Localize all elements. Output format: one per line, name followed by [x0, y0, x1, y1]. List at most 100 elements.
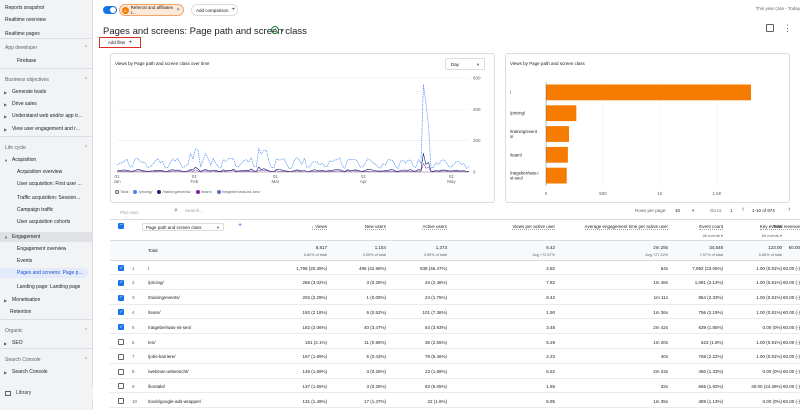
collapse-icon[interactable]: ⌃ [83, 145, 88, 151]
legend-item[interactable]: /training/events/ [157, 189, 191, 194]
table-row[interactable]: 7/jobs-karriere/167 (1.89%) 5 (0.43%) 78 (… [110, 351, 800, 364]
column-header[interactable]: Views per active user [512, 224, 555, 230]
sidebar-item-acquisition[interactable]: ▼ Acquisition [0, 155, 92, 165]
collapse-icon[interactable]: ⌃ [83, 77, 88, 83]
sidebar-item-generate-leads[interactable]: ▶ Generate leads [0, 87, 92, 97]
plot-rows-button[interactable]: Plot rows [120, 209, 139, 215]
bar[interactable] [546, 146, 568, 163]
row-checkbox[interactable] [118, 265, 124, 271]
collapse-icon[interactable]: ⌃ [83, 357, 88, 363]
sidebar-item-drive-sales[interactable]: ▶ Drive sales [0, 99, 92, 109]
collapse-icon[interactable]: ⌃ [83, 328, 88, 334]
add-dimension-button[interactable]: + [238, 222, 243, 229]
sidebar-item-acquisition-overview[interactable]: Acquisition overview [0, 167, 92, 177]
segment-chip[interactable]: A Referral and affiliates t... ✕ [119, 4, 184, 16]
chevron-down-icon[interactable]: ▾ [281, 28, 285, 34]
table-row[interactable]: 6/en/181 (2.1%) 11 (0.95%) 35 (2.55%) 5.29 1… [110, 336, 800, 349]
table-row[interactable]: 5/ratgeber/was-ist-seo/182 (2.06%) 40 (3.… [110, 321, 800, 335]
column-header[interactable]: Key events [759, 224, 782, 230]
close-icon[interactable]: ✕ [176, 7, 180, 12]
sidebar-item-pages-and-screens-page-p[interactable]: Pages and screens: Page p... [0, 268, 88, 278]
row-checkbox[interactable] [118, 324, 124, 331]
chevron-down-icon[interactable]: ▾ [692, 208, 695, 213]
page-path-cell: /jobs-karriere/ [148, 354, 176, 360]
row-checkbox[interactable] [118, 368, 124, 375]
sidebar-item-landing-page-landing-page[interactable]: Landing page: Landing page [0, 282, 92, 292]
caret-right-icon: ▶ [4, 101, 8, 107]
row-checkbox[interactable] [118, 309, 124, 316]
metric-cell: 22 (1.6%) [427, 398, 447, 404]
sidebar-item-retention[interactable]: Retention [0, 307, 92, 317]
table-row[interactable]: 10/tools/google-ads-wrapper/131 (1.49%) 1… [110, 395, 800, 409]
share-icon[interactable]: ⋮ [783, 23, 792, 33]
row-checkbox[interactable] [118, 339, 124, 345]
row-number: 2 [132, 280, 135, 286]
event-filter-select[interactable]: All events ▾ [761, 233, 782, 238]
granularity-select[interactable]: Day ▼ [445, 58, 485, 70]
sidebar-item-understand-web-and-or-app-tr[interactable]: ▶ Understand web and/or app tr... [0, 111, 92, 121]
row-number: 6 [132, 339, 135, 345]
sidebar-item-firebase[interactable]: Firebase [0, 56, 92, 66]
collapse-icon[interactable]: ⌃ [83, 45, 88, 51]
row-checkbox[interactable] [118, 383, 124, 390]
metric-cell: 6.52 [546, 369, 555, 375]
legend-item[interactable]: /team/ [195, 189, 212, 194]
sidebar-item-events[interactable]: Events [0, 256, 92, 266]
sidebar-item-seo[interactable]: ▶ SEO [0, 338, 92, 348]
table-row[interactable]: 4/team/192 (2.18%) 6 (0.52%) 101 (7.36%) 1.… [110, 306, 800, 320]
sidebar-item-reports-snapshot[interactable]: Reports snapshot [0, 3, 92, 13]
sidebar-item-view-user-engagement-and-r[interactable]: ▶ View user engagement and r... [0, 124, 92, 134]
sidebar-item-user-acquisition-first-user[interactable]: User acquisition: First user ... [0, 179, 92, 189]
add-comparison-button[interactable]: Add comparison + [191, 4, 238, 16]
column-header[interactable]: Total revenue [772, 224, 800, 230]
column-header[interactable]: ↓ Views [311, 224, 327, 230]
chevron-right-icon[interactable]: › [788, 206, 791, 213]
goto-input[interactable]: 1 [730, 208, 733, 213]
sidebar-item-realtime-pages[interactable]: Realtime pages [0, 29, 92, 39]
date-range-picker[interactable]: This year (Jan - Today [755, 6, 800, 11]
sidebar-item-engagement[interactable]: ▼ Engagement [0, 232, 92, 242]
column-header[interactable]: Event count [699, 224, 723, 230]
metric-cell: 854 (2.33%) [698, 295, 723, 301]
event-filter-select[interactable]: All events ▾ [702, 233, 723, 238]
sidebar-item-search-console[interactable]: ▶ Search Console [0, 367, 92, 377]
table-row[interactable]: 8/webinar-uebersicht/149 (1.69%) 3 (0.26%… [110, 366, 800, 379]
add-filter-button[interactable]: Add filter + [99, 37, 141, 48]
metric-cell: 2.82 [546, 265, 555, 271]
library-link[interactable]: Library [0, 386, 93, 400]
row-checkbox[interactable] [118, 294, 124, 301]
table-row[interactable]: 2/pricing/266 (3.02%) 3 (0.26%) 34 (2.48%)… [110, 277, 800, 290]
sidebar-item-user-acquisition-cohorts[interactable]: User acquisition cohorts [0, 217, 92, 227]
select-all-checkbox[interactable] [118, 222, 124, 229]
sidebar-item-traffic-acquisition-session[interactable]: Traffic acquisition: Session... [0, 193, 92, 203]
rows-per-page-select[interactable]: 10 [675, 208, 681, 213]
table-row[interactable]: 9/kontakt/137 (1.55%) 3 (0.26%) 83 (6.05%)… [110, 380, 800, 394]
table-row[interactable]: 1 / 1,798 (20.39%) 496 (42.98%) 638 (46.47%)… [110, 262, 800, 275]
search-input[interactable]: Search... [185, 208, 204, 213]
bar[interactable] [546, 105, 577, 122]
bar[interactable] [546, 126, 570, 142]
chevron-left-icon[interactable]: ‹ [742, 206, 745, 213]
column-header[interactable]: New users [364, 224, 386, 230]
row-checkbox[interactable] [118, 398, 124, 405]
customize-report-icon[interactable] [766, 24, 774, 32]
row-checkbox[interactable] [118, 353, 124, 360]
sidebar-item-campaign-traffic[interactable]: Campaign traffic [0, 205, 92, 215]
metric-cell: 3.48 [546, 324, 555, 330]
comparison-toggle[interactable] [103, 6, 117, 14]
sidebar-item-engagement-overview[interactable]: Engagement overview [0, 244, 92, 254]
bar[interactable] [546, 84, 751, 101]
legend-item[interactable]: /pricing/ [133, 189, 152, 194]
row-checkbox[interactable] [118, 279, 124, 286]
dimension-select[interactable]: Page path and screen class ▼ [142, 223, 224, 231]
sidebar-item-monetisation[interactable]: ▶ Monetisation [0, 295, 92, 305]
metric-cell: 5.95 [546, 398, 555, 404]
column-header[interactable]: Average engagement time per active user [584, 224, 668, 230]
sidebar-item-realtime-overview[interactable]: Realtime overview [0, 15, 92, 25]
legend-item[interactable]: /ratgeber/was-ist-seo/ [216, 189, 260, 194]
bar[interactable] [546, 167, 567, 184]
bar-chart-card: Views by Page path and screen class 0 500… [505, 53, 790, 203]
table-row[interactable]: 3/training/events/202 (2.29%) 1 (0.09%) 24… [110, 292, 800, 305]
column-header[interactable]: Active users [422, 224, 447, 230]
legend-item[interactable]: Total [115, 189, 128, 194]
